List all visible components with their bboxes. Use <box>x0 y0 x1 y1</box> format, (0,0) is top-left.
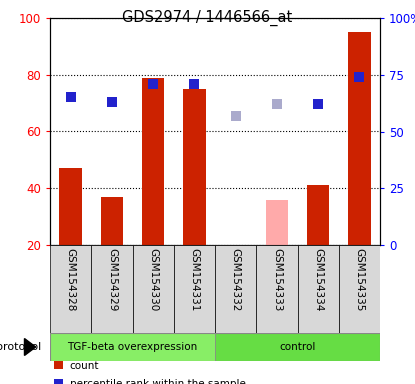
Bar <box>339 245 380 333</box>
Bar <box>50 245 91 333</box>
Bar <box>91 245 132 333</box>
Text: GSM154335: GSM154335 <box>354 248 364 311</box>
Text: GSM154332: GSM154332 <box>231 248 241 311</box>
Text: control: control <box>279 342 316 352</box>
Bar <box>174 245 215 333</box>
Bar <box>215 333 380 361</box>
Text: GDS2974 / 1446566_at: GDS2974 / 1446566_at <box>122 10 293 26</box>
Text: GSM154328: GSM154328 <box>66 248 76 311</box>
Bar <box>256 245 298 333</box>
Text: protocol: protocol <box>0 342 42 352</box>
Bar <box>183 89 206 245</box>
Text: TGF-beta overexpression: TGF-beta overexpression <box>67 342 198 352</box>
Bar <box>100 197 123 245</box>
Bar <box>215 245 256 333</box>
Bar <box>59 169 82 245</box>
Bar <box>50 333 215 361</box>
Bar <box>298 245 339 333</box>
Bar <box>132 245 174 333</box>
Text: GSM154334: GSM154334 <box>313 248 323 311</box>
Text: count: count <box>69 361 99 371</box>
Text: GSM154331: GSM154331 <box>189 248 199 311</box>
Polygon shape <box>24 339 36 356</box>
Bar <box>266 200 288 245</box>
Text: percentile rank within the sample: percentile rank within the sample <box>69 379 245 384</box>
Bar <box>307 185 330 245</box>
Bar <box>348 32 371 245</box>
Text: GSM154329: GSM154329 <box>107 248 117 311</box>
Text: GSM154333: GSM154333 <box>272 248 282 311</box>
Bar <box>142 78 164 245</box>
Text: GSM154330: GSM154330 <box>148 248 158 311</box>
